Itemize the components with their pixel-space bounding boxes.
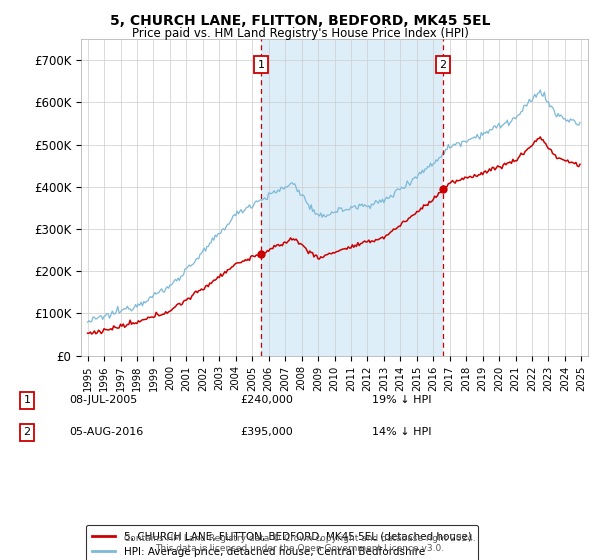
Text: 1: 1 — [23, 395, 31, 405]
Text: £240,000: £240,000 — [240, 395, 293, 405]
Legend: 5, CHURCH LANE, FLITTON, BEDFORD, MK45 5EL (detached house), HPI: Average price,: 5, CHURCH LANE, FLITTON, BEDFORD, MK45 5… — [86, 525, 478, 560]
Text: 19% ↓ HPI: 19% ↓ HPI — [372, 395, 431, 405]
Text: Price paid vs. HM Land Registry's House Price Index (HPI): Price paid vs. HM Land Registry's House … — [131, 27, 469, 40]
Text: 2: 2 — [23, 427, 31, 437]
Text: 5, CHURCH LANE, FLITTON, BEDFORD, MK45 5EL: 5, CHURCH LANE, FLITTON, BEDFORD, MK45 5… — [110, 14, 490, 28]
Text: 05-AUG-2016: 05-AUG-2016 — [69, 427, 143, 437]
Text: £395,000: £395,000 — [240, 427, 293, 437]
Text: 1: 1 — [257, 59, 265, 69]
Text: 2: 2 — [440, 59, 447, 69]
Text: 14% ↓ HPI: 14% ↓ HPI — [372, 427, 431, 437]
Text: 08-JUL-2005: 08-JUL-2005 — [69, 395, 137, 405]
Bar — [261, 39, 443, 356]
Text: Contains HM Land Registry data © Crown copyright and database right 2024.
This d: Contains HM Land Registry data © Crown c… — [124, 534, 476, 553]
